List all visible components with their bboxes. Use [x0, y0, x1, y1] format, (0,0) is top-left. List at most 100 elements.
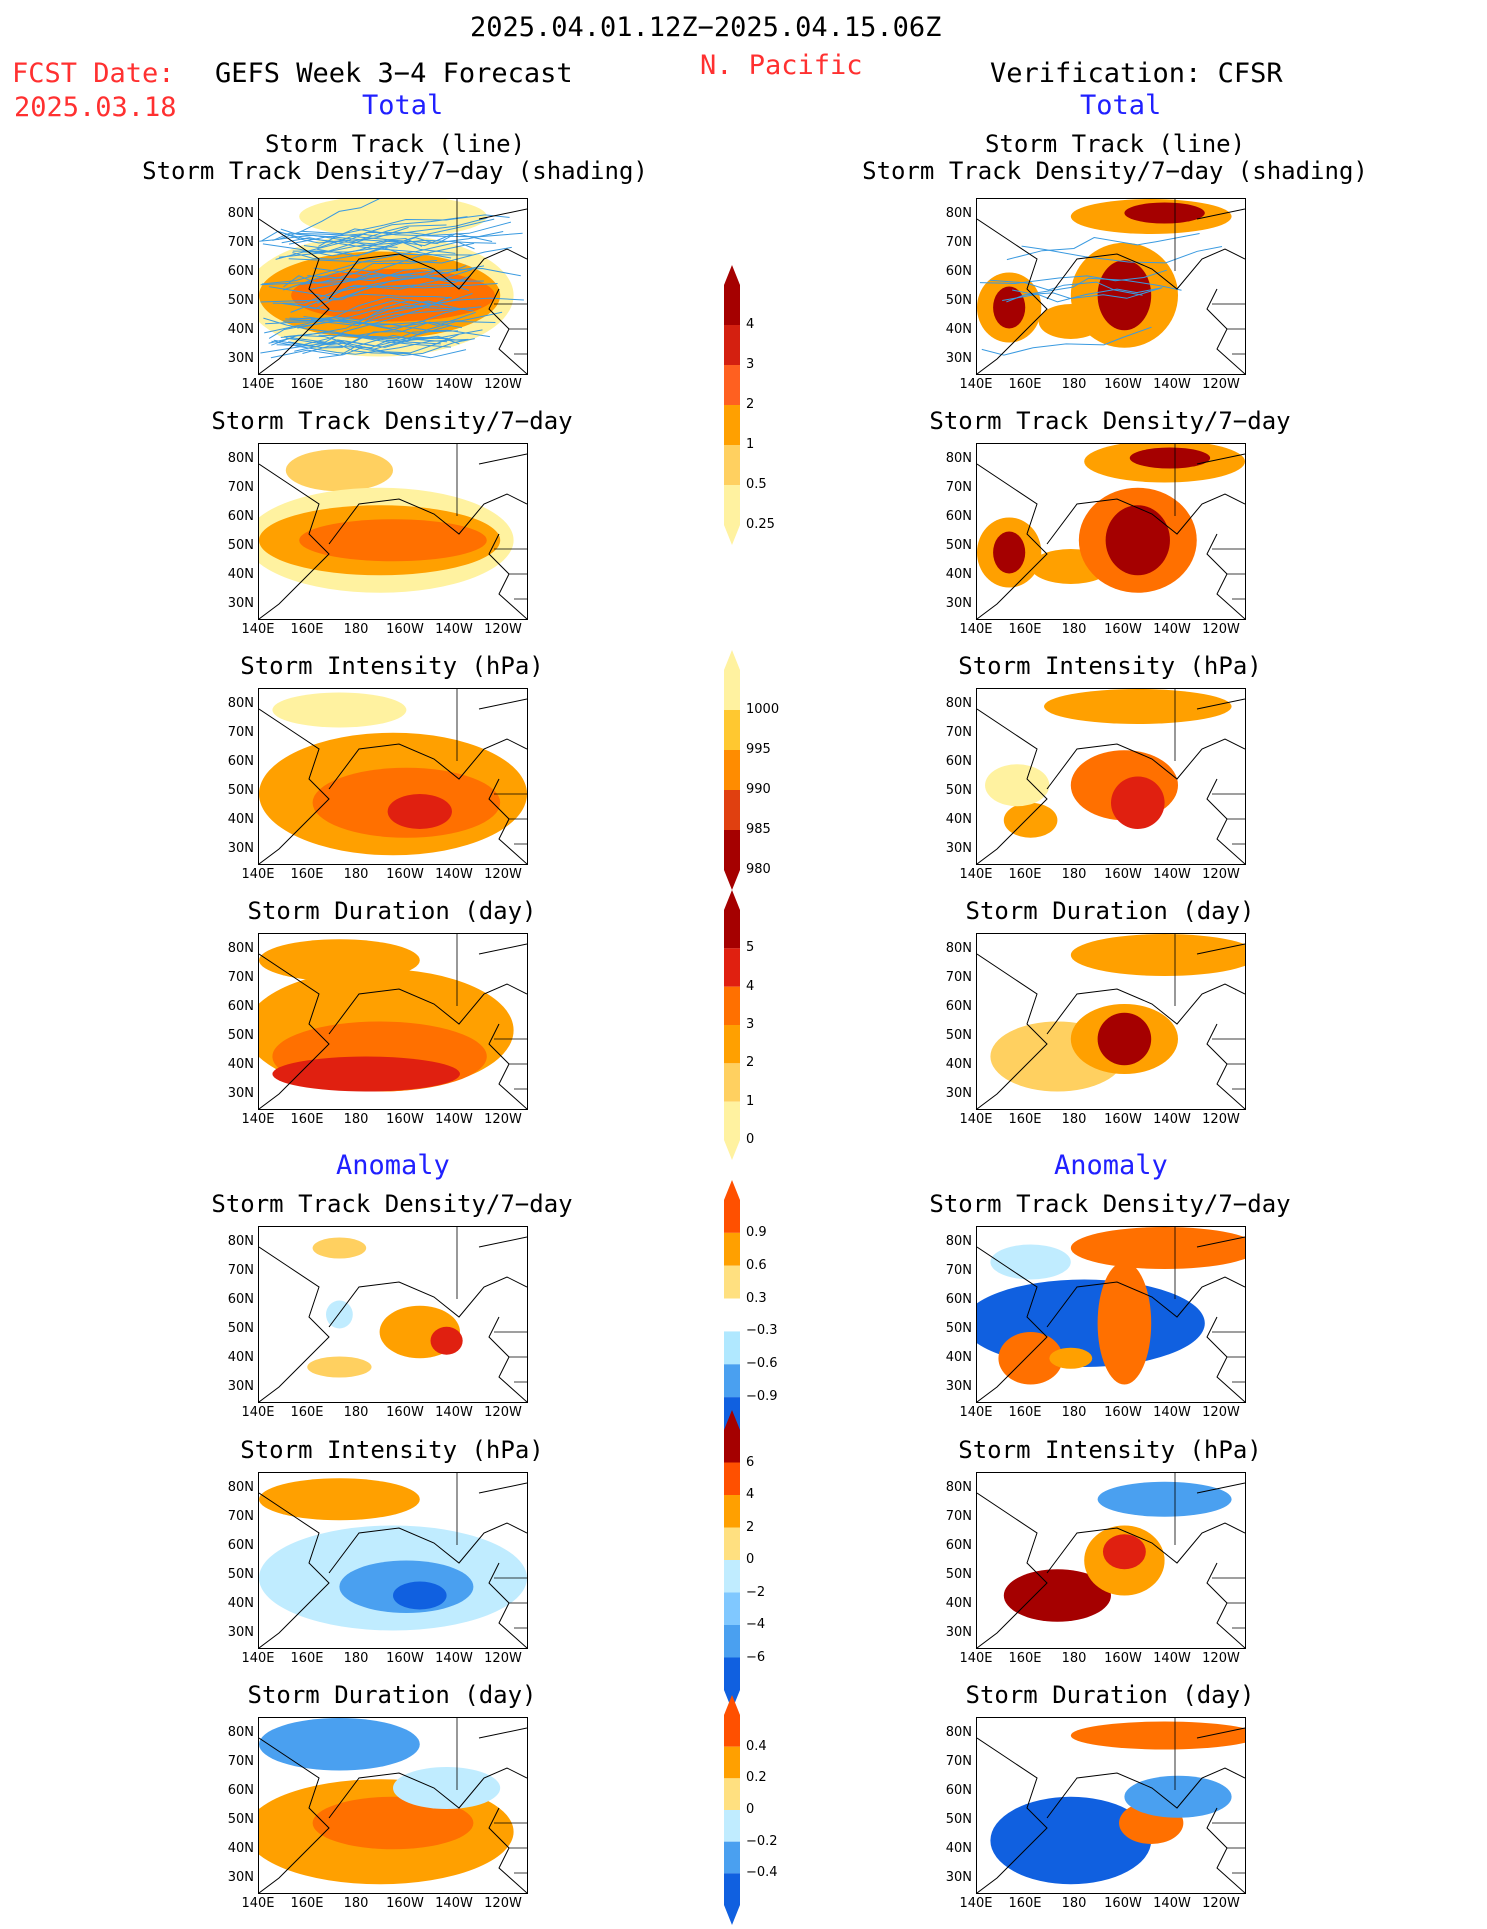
colorbar-label: −0.2	[746, 1833, 778, 1849]
lat-label: 30N	[227, 1379, 254, 1394]
map-track-right	[976, 198, 1246, 375]
lon-label: 160E	[290, 622, 324, 637]
lon-label: 160W	[1104, 1651, 1142, 1666]
lat-label: 50N	[945, 783, 972, 798]
lon-label: 160E	[290, 377, 324, 392]
lon-label: 160E	[1008, 1112, 1042, 1127]
lon-label: 160W	[386, 377, 424, 392]
colorbar-anom-density	[724, 1180, 742, 1454]
panel-title: Storm Duration (day)	[965, 1681, 1255, 1709]
lat-label: 70N	[227, 970, 254, 985]
lat-label: 40N	[227, 567, 254, 582]
lat-label: 50N	[945, 293, 972, 308]
lat-label: 70N	[227, 1754, 254, 1769]
lat-label: 80N	[227, 1234, 254, 1249]
panel-title: Storm Intensity (hPa)	[240, 652, 544, 680]
lat-label: 50N	[227, 783, 254, 798]
lon-label: 160E	[290, 1651, 324, 1666]
colorbar-label: 0	[746, 1552, 755, 1567]
lat-label: 70N	[227, 480, 254, 495]
lon-label: 140W	[1153, 1405, 1191, 1420]
colorbar-label: 990	[746, 782, 771, 797]
lat-label: 40N	[945, 812, 972, 827]
lat-label: 30N	[945, 1086, 972, 1101]
lon-label: 140E	[241, 1405, 275, 1420]
lon-label: 160W	[1104, 377, 1142, 392]
colorbar-label: −0.9	[746, 1389, 778, 1405]
lon-label: 120W	[1202, 1112, 1240, 1127]
colorbar-label: 1	[746, 437, 755, 452]
lat-label: 60N	[945, 999, 972, 1014]
lon-label: 140W	[1153, 1112, 1191, 1127]
colorbar-label: 5	[746, 940, 755, 956]
total-label-left: Total	[362, 90, 444, 121]
lat-label: 60N	[945, 264, 972, 279]
colorbar-anom-intensity	[724, 1410, 742, 1714]
lon-label: 160W	[1104, 1112, 1142, 1127]
lat-label: 70N	[945, 725, 972, 740]
lat-label: 40N	[945, 1057, 972, 1072]
lat-label: 70N	[945, 1754, 972, 1769]
lon-label: 160E	[290, 1112, 324, 1127]
lat-label: 80N	[227, 206, 254, 221]
lon-label: 140W	[435, 1896, 473, 1911]
lon-label: 140E	[241, 1112, 275, 1127]
lon-label: 180	[1061, 1405, 1087, 1420]
anomaly-label-left: Anomaly	[336, 1150, 450, 1181]
lat-label: 80N	[945, 1480, 972, 1495]
lat-label: 40N	[945, 1596, 972, 1611]
lon-label: 120W	[1202, 1896, 1240, 1911]
lon-label: 140E	[959, 1112, 993, 1127]
lat-label: 50N	[945, 1321, 972, 1336]
colorbar-label: −0.6	[746, 1356, 778, 1372]
lon-label: 140W	[435, 1651, 473, 1666]
lon-label: 140W	[1153, 622, 1191, 637]
lon-label: 120W	[484, 622, 522, 637]
colorbar-label: 980	[746, 862, 771, 877]
lon-label: 120W	[1202, 1405, 1240, 1420]
lon-label: 180	[1061, 1651, 1087, 1666]
lat-label: 40N	[227, 1596, 254, 1611]
lon-label: 140W	[435, 1112, 473, 1127]
lon-label: 120W	[484, 1896, 522, 1911]
lon-label: 120W	[1202, 867, 1240, 882]
lon-label: 160W	[386, 1405, 424, 1420]
colorbar-label: 995	[746, 742, 771, 757]
lat-label: 60N	[227, 1292, 254, 1307]
fcst-date-value: 2025.03.18	[14, 92, 177, 123]
lon-label: 180	[1061, 622, 1087, 637]
colorbar-label: 3	[746, 357, 755, 372]
lon-label: 180	[343, 622, 369, 637]
panel-title: Storm Intensity (hPa)	[958, 1436, 1262, 1464]
lon-label: 180	[343, 1112, 369, 1127]
lat-label: 80N	[945, 1234, 972, 1249]
lat-label: 70N	[945, 970, 972, 985]
lon-label: 160W	[386, 1896, 424, 1911]
colorbar-label: −0.3	[746, 1323, 778, 1339]
lat-label: 80N	[227, 941, 254, 956]
lat-label: 30N	[227, 1870, 254, 1885]
colorbar-label: 0.5	[746, 477, 767, 492]
lat-label: 80N	[945, 941, 972, 956]
lon-label: 120W	[484, 1112, 522, 1127]
lon-label: 160E	[1008, 1405, 1042, 1420]
lat-label: 60N	[227, 264, 254, 279]
lat-label: 50N	[227, 538, 254, 553]
lon-label: 140E	[241, 1896, 275, 1911]
lat-label: 60N	[945, 1783, 972, 1798]
lat-label: 40N	[227, 1841, 254, 1856]
lon-label: 180	[1061, 1112, 1087, 1127]
colorbar-label: 1000	[746, 702, 780, 717]
map-intensity-right	[976, 688, 1246, 865]
lon-label: 160E	[290, 867, 324, 882]
lat-label: 30N	[945, 351, 972, 366]
colorbar-label: 0.4	[746, 1738, 767, 1754]
colorbar-label: 4	[746, 978, 755, 994]
map-density-right	[976, 443, 1246, 620]
lon-label: 180	[1061, 377, 1087, 392]
lat-label: 70N	[227, 1509, 254, 1524]
colorbar-intensity	[724, 650, 742, 894]
lat-label: 70N	[945, 1509, 972, 1524]
lat-label: 80N	[945, 206, 972, 221]
lon-label: 140E	[959, 1896, 993, 1911]
